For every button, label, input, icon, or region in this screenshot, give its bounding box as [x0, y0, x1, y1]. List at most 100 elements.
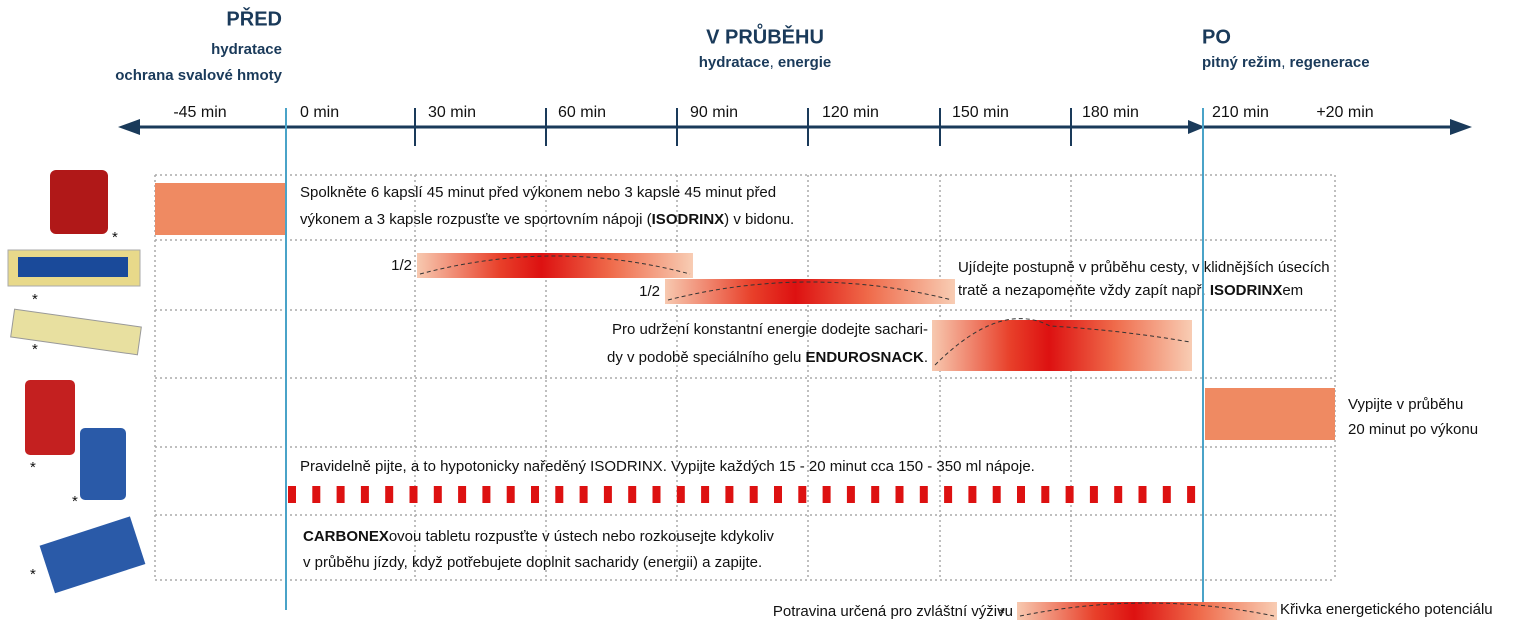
row-text: 20 minut po výkonu	[1348, 421, 1478, 438]
product-bcaa	[50, 170, 108, 234]
row-text: Pravidelně pijte, a to hypotonicky nařed…	[300, 458, 1035, 475]
text: Pravidelně pijte, a to hypotonicky nařed…	[300, 458, 1035, 475]
bold-text: energie	[778, 54, 831, 71]
row-text: Vypijte v průběhu	[1348, 396, 1463, 413]
product-regener	[25, 380, 75, 455]
dash	[628, 486, 636, 503]
note-marker: *	[30, 566, 36, 583]
row-text: Ujídejte postupně v průběhu cesty, v kli…	[958, 259, 1330, 276]
dash	[1139, 486, 1147, 503]
text: dy v podobě speciálního gelu	[607, 349, 805, 366]
legend-curve-label: Křivka energetického potenciálu	[1280, 601, 1493, 618]
dash	[555, 486, 563, 503]
timeline-label: 120 min	[822, 104, 879, 121]
note-marker: *	[112, 229, 118, 246]
dash	[482, 486, 490, 503]
dash	[604, 486, 612, 503]
phase-subtitle: ochrana svalové hmoty	[115, 67, 282, 84]
phase-subtitle: hydratace, energie	[699, 54, 832, 71]
phase-subtitle: hydratace	[211, 41, 282, 58]
product-images	[8, 170, 145, 593]
text: ) v bidonu.	[724, 211, 794, 228]
dash	[823, 486, 831, 503]
dose-block	[155, 183, 285, 235]
dash	[1090, 486, 1098, 503]
dash	[750, 486, 758, 503]
dash	[653, 486, 661, 503]
legend-note: Potravina určená pro zvláštní výživu	[773, 603, 1013, 620]
half-label: 1/2	[639, 283, 660, 300]
text: v průběhu jízdy, když potřebujete doplni…	[303, 554, 762, 571]
text: Vypijte v průběhu	[1348, 396, 1463, 413]
row-text: tratě a nezapomeňte vždy zapít např. ISO…	[958, 282, 1303, 299]
dash	[1187, 486, 1195, 503]
dash	[531, 486, 539, 503]
grid	[155, 175, 1335, 580]
timeline-label: +20 min	[1316, 104, 1373, 121]
dash	[410, 486, 418, 503]
dash	[1066, 486, 1074, 503]
timeline-label: -45 min	[173, 104, 226, 121]
row-text: CARBONEXovou tabletu rozpusťte v ústech …	[303, 528, 774, 545]
dash	[312, 486, 320, 503]
text: Pro udržení konstantní energie dodejte s…	[612, 321, 928, 338]
dash	[580, 486, 588, 503]
timeline-label: 150 min	[952, 104, 1009, 121]
drink-dashes	[288, 486, 1195, 503]
row-text: v průběhu jízdy, když potřebujete doplni…	[303, 554, 762, 571]
bold-text: hydratace	[699, 54, 770, 71]
product-powerbar-label	[18, 257, 128, 277]
row-text: dy v podobě speciálního gelu ENDUROSNACK…	[607, 349, 928, 366]
dash	[507, 486, 515, 503]
dash	[361, 486, 369, 503]
text: ,	[1281, 54, 1289, 71]
timeline-label: 180 min	[1082, 104, 1139, 121]
phase-title: PŘED	[226, 6, 282, 30]
timeline-label: 90 min	[690, 104, 738, 121]
text: .	[924, 349, 928, 366]
phase-title: V PRŮBĚHU	[706, 22, 824, 48]
note-marker: *	[72, 493, 78, 510]
infographic: PŘED hydratace ochrana svalové hmoty V P…	[0, 0, 1539, 625]
bold-text: pitný režim	[1202, 54, 1281, 71]
dash	[701, 486, 709, 503]
note-marker: *	[32, 291, 38, 308]
arrow-right	[1450, 119, 1472, 135]
text: em	[1282, 282, 1303, 299]
dash	[944, 486, 952, 503]
row-text: Pro udržení konstantní energie dodejte s…	[612, 321, 928, 338]
phase-subtitle: pitný režim, regenerace	[1202, 54, 1370, 71]
dash	[798, 486, 806, 503]
dash	[288, 486, 296, 503]
product-endurosnack	[11, 309, 142, 355]
dash	[434, 486, 442, 503]
half-label: 1/2	[391, 257, 412, 274]
dash	[1041, 486, 1049, 503]
timeline-label: 30 min	[428, 104, 476, 121]
dash	[1163, 486, 1171, 503]
dash	[725, 486, 733, 503]
text: Ujídejte postupně v průběhu cesty, v kli…	[958, 259, 1330, 276]
timeline-label: 210 min	[1212, 104, 1269, 121]
dash	[847, 486, 855, 503]
dash	[458, 486, 466, 503]
note-marker: *	[32, 341, 38, 358]
text: ovou tabletu rozpusťte v ústech nebo roz…	[389, 528, 775, 545]
text: výkonem a 3 kapsle rozpusťte ve sportovn…	[300, 211, 652, 228]
dash	[968, 486, 976, 503]
timeline-label: 60 min	[558, 104, 606, 121]
row-text: výkonem a 3 kapsle rozpusťte ve sportovn…	[300, 211, 794, 228]
dash	[337, 486, 345, 503]
energy-bar	[932, 320, 1192, 371]
bold-text: CARBONEX	[303, 528, 389, 545]
bold-text: ISODRINX	[1210, 282, 1283, 299]
dash	[896, 486, 904, 503]
text: Spolkněte 6 kapslí 45 minut před výkonem…	[300, 184, 776, 201]
dash	[385, 486, 393, 503]
text: tratě a nezapomeňte vždy zapít např.	[958, 282, 1210, 299]
timeline-label: 0 min	[300, 104, 339, 121]
bold-text: ENDUROSNACK	[805, 349, 924, 366]
bold-text: ISODRINX	[652, 211, 725, 228]
text: 20 minut po výkonu	[1348, 421, 1478, 438]
arrow-left	[118, 119, 140, 135]
